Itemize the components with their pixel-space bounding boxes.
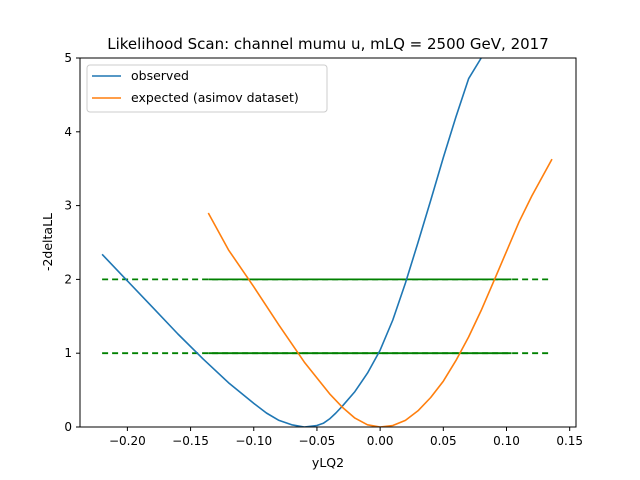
chart-title: Likelihood Scan: channel mumu u, mLQ = 2… xyxy=(107,35,549,53)
y-tick-label: 3 xyxy=(64,199,72,213)
x-tick-label: 0.00 xyxy=(367,434,394,448)
series-line-0 xyxy=(101,58,483,427)
y-tick-label: 1 xyxy=(64,346,72,360)
x-tick-label: 0.15 xyxy=(556,434,583,448)
legend-label-observed: observed xyxy=(131,68,189,83)
plot-background xyxy=(80,58,576,427)
legend-label-expected: expected (asimov dataset) xyxy=(131,90,299,105)
x-tick-label: 0.05 xyxy=(430,434,457,448)
y-tick-label: 2 xyxy=(64,272,72,286)
reference-lines xyxy=(102,278,552,355)
legend-box xyxy=(86,64,328,113)
plot-frame xyxy=(79,57,577,428)
y-tick-label: 0 xyxy=(64,420,72,434)
x-axis: −0.20 −0.15 −0.10 −0.05 0.00 0.05 0.10 0.15 xyxy=(109,427,583,448)
plot-area xyxy=(79,57,577,428)
y-axis: 0 1 2 3 4 5 xyxy=(64,51,80,434)
x-tick-label: −0.10 xyxy=(235,434,272,448)
x-tick-label: −0.15 xyxy=(172,434,209,448)
series-line-1 xyxy=(207,158,553,427)
series-layer xyxy=(101,58,553,427)
x-tick-label: 0.10 xyxy=(493,434,520,448)
y-axis-label: -2deltaLL xyxy=(40,213,55,271)
x-tick-label: −0.20 xyxy=(109,434,146,448)
x-tick-label: −0.05 xyxy=(299,434,336,448)
y-tick-label: 4 xyxy=(64,125,72,139)
y-tick-label: 5 xyxy=(64,51,72,65)
x-axis-label: yLQ2 xyxy=(312,455,344,470)
legend: observed expected (asimov dataset) xyxy=(86,64,328,113)
